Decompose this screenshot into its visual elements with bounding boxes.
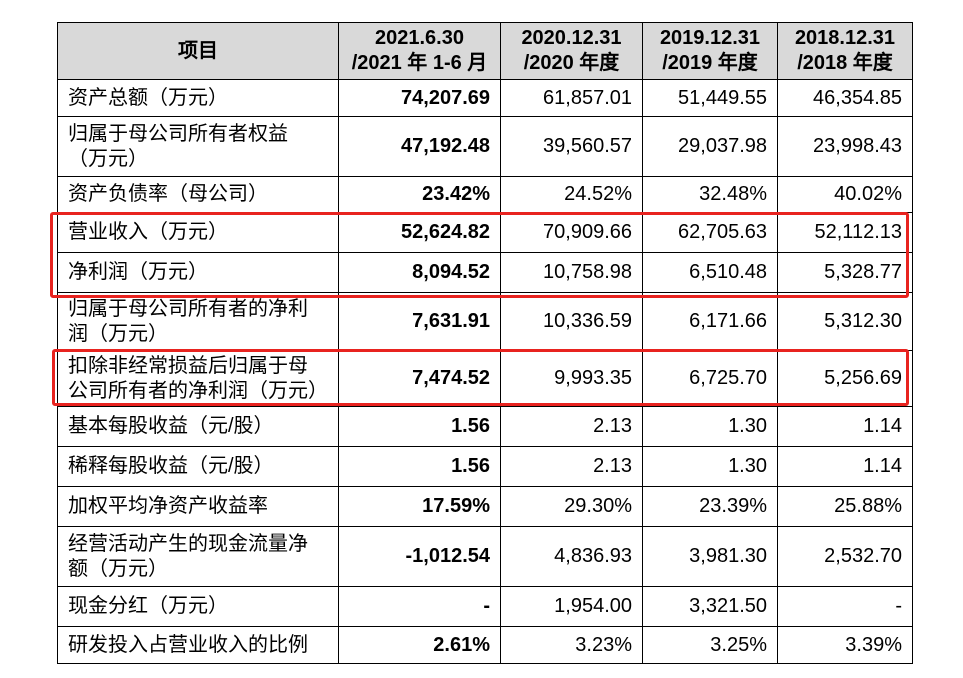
table-row: 稀释每股收益（元/股） 1.56 2.13 1.30 1.14 [57,446,913,487]
cell-value: 52,112.13 [777,212,913,253]
row-label: 加权平均净资产收益率 [57,486,339,527]
cell-value: 1.30 [642,406,778,447]
cell-value: 39,560.57 [500,116,643,177]
table-row: 归属于母公司所有者的净利润（万元） 7,631.91 10,336.59 6,171.… [57,292,913,351]
row-label: 稀释每股收益（元/股） [57,446,339,487]
cell-value: 3,321.50 [642,586,778,627]
cell-value: 1,954.00 [500,586,643,627]
cell-value: 47,192.48 [338,116,501,177]
cell-value: 2.13 [500,446,643,487]
row-label: 现金分红（万元） [57,586,339,627]
cell-value: - [777,586,913,627]
row-label: 资产总额（万元） [57,79,339,117]
table-row: 现金分红（万元） -1,954.00 3,321.50- [57,586,913,627]
header-row: 项目 2021.6.30 /2021 年 1-6 月 2020.12.31 /202… [57,22,913,80]
cell-value: 6,171.66 [642,292,778,351]
table-body: 资产总额（万元） 74,207.69 61,857.01 51,449.55 46,35… [57,79,913,664]
cell-value: 23.42% [338,176,501,213]
cell-value: 29,037.98 [642,116,778,177]
cell-value: 8,094.52 [338,252,501,293]
cell-value: 23,998.43 [777,116,913,177]
row-label: 扣除非经常损益后归属于母公司所有者的净利润（万元） [57,350,339,407]
header-cell: 2021.6.30 /2021 年 1-6 月 [338,22,501,80]
cell-value: 4,836.93 [500,526,643,587]
cell-value: 3,981.30 [642,526,778,587]
cell-value: 1.14 [777,446,913,487]
cell-value: 1.14 [777,406,913,447]
cell-value: 3.39% [777,626,913,664]
cell-value: 1.56 [338,446,501,487]
table-row: 加权平均净资产收益率 17.59% 29.30% 23.39% 25.88% [57,486,913,527]
row-label: 资产负债率（母公司） [57,176,339,213]
cell-value: 29.30% [500,486,643,527]
cell-value: 74,207.69 [338,79,501,117]
cell-value: 61,857.01 [500,79,643,117]
cell-value: 51,449.55 [642,79,778,117]
table-row: 净利润（万元） 8,094.52 10,758.98 6,510.48 5,328.77 [57,252,913,293]
cell-value: 1.56 [338,406,501,447]
table-row: 资产总额（万元） 74,207.69 61,857.01 51,449.55 46,35… [57,79,913,117]
cell-value: 32.48% [642,176,778,213]
row-label: 基本每股收益（元/股） [57,406,339,447]
cell-value: 5,256.69 [777,350,913,407]
header-cell: 2019.12.31 /2019 年度 [642,22,778,80]
cell-value: 5,328.77 [777,252,913,293]
cell-value: 17.59% [338,486,501,527]
table-row: 基本每股收益（元/股） 1.56 2.13 1.30 1.14 [57,406,913,447]
cell-value: 6,510.48 [642,252,778,293]
cell-value: 24.52% [500,176,643,213]
cell-value: 3.23% [500,626,643,664]
cell-value: 2,532.70 [777,526,913,587]
row-label: 归属于母公司所有者权益（万元） [57,116,339,177]
cell-value: 62,705.63 [642,212,778,253]
cell-value: 2.61% [338,626,501,664]
table-row: 归属于母公司所有者权益（万元） 47,192.48 39,560.57 29,037.… [57,116,913,177]
cell-value: 10,336.59 [500,292,643,351]
cell-value: 5,312.30 [777,292,913,351]
cell-value: - [338,586,501,627]
table-row: 经营活动产生的现金流量净额（万元） -1,012.54 4,836.93 3,981.… [57,526,913,587]
cell-value: 40.02% [777,176,913,213]
cell-value: 7,631.91 [338,292,501,351]
highlight-box [50,212,909,298]
header-cell: 2020.12.31 /2020 年度 [500,22,643,80]
highlight-box [52,349,909,406]
cell-value: 7,474.52 [338,350,501,407]
cell-value: 52,624.82 [338,212,501,253]
cell-value: 6,725.70 [642,350,778,407]
header-cell: 项目 [57,22,339,80]
table-row: 研发投入占营业收入的比例 2.61% 3.23% 3.25% 3.39% [57,626,913,664]
cell-value: -1,012.54 [338,526,501,587]
row-label: 经营活动产生的现金流量净额（万元） [57,526,339,587]
cell-value: 23.39% [642,486,778,527]
row-label: 研发投入占营业收入的比例 [57,626,339,664]
cell-value: 46,354.85 [777,79,913,117]
cell-value: 1.30 [642,446,778,487]
table-row: 扣除非经常损益后归属于母公司所有者的净利润（万元） 7,474.52 9,993.3… [57,350,913,407]
cell-value: 2.13 [500,406,643,447]
table-row: 资产负债率（母公司） 23.42% 24.52% 32.48% 40.02% [57,176,913,213]
financial-table: 项目 2021.6.30 /2021 年 1-6 月 2020.12.31 /202… [57,22,913,664]
cell-value: 25.88% [777,486,913,527]
row-label: 归属于母公司所有者的净利润（万元） [57,292,339,351]
cell-value: 3.25% [642,626,778,664]
table-row: 营业收入（万元） 52,624.82 70,909.66 62,705.63 52,11… [57,212,913,253]
header-cell: 2018.12.31 /2018 年度 [777,22,913,80]
